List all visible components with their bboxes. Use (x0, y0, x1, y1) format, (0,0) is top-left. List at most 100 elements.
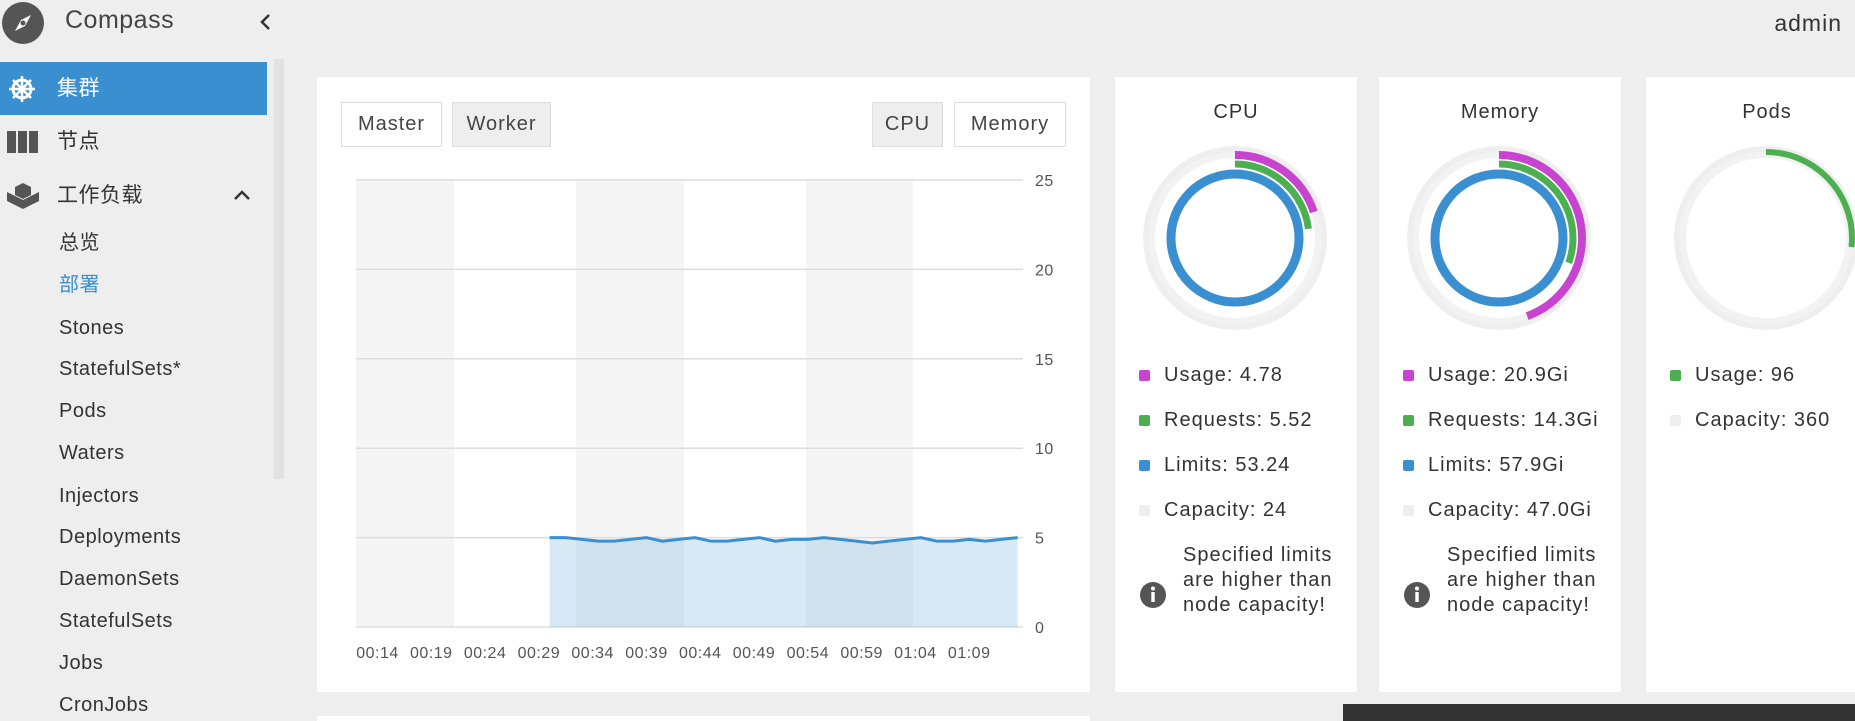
x-tick-label: 00:44 (679, 645, 722, 662)
x-tick-label: 00:49 (733, 645, 776, 662)
area (549, 537, 1018, 627)
x-tick-label: 00:19 (410, 645, 453, 662)
arc (1148, 151, 1322, 325)
legend-label: Capacity: 360 (1695, 409, 1831, 431)
info-icon (1140, 582, 1166, 608)
menu-label: 节点 (57, 130, 100, 153)
legend-item: Capacity: 360 (1670, 408, 1855, 433)
menu-item[interactable]: 集群 (0, 62, 267, 115)
arc (1677, 149, 1855, 327)
legend-label: Usage: 96 (1695, 364, 1796, 386)
legend-item: Limits: 57.9Gi (1403, 453, 1608, 478)
tab-button[interactable]: Worker (452, 102, 551, 147)
legend-swatch (1403, 415, 1414, 426)
collapse-button[interactable] (256, 12, 276, 32)
band (806, 180, 913, 627)
menu-item[interactable]: 工作负载 (0, 169, 267, 222)
legend: Usage: 4.78 Requests: 5.52 Limits: 53.24 Ca… (1139, 363, 1344, 618)
arc (1157, 160, 1313, 316)
legend-item: Requests: 5.52 (1139, 408, 1344, 433)
x-tick-label: 00:14 (356, 645, 399, 662)
brand: Compass (65, 6, 175, 34)
submenu-item[interactable]: CronJobs (59, 694, 149, 716)
submenu-item[interactable]: StatefulSets (59, 610, 173, 632)
card-title: Memory (1460, 101, 1540, 123)
legend-label: Requests: 14.3Gi (1428, 409, 1599, 431)
menu-label: 集群 (57, 77, 100, 100)
legend-swatch (1139, 505, 1150, 516)
icon-glyph (1415, 586, 1419, 591)
x-tick-label: 01:09 (948, 645, 991, 662)
logo (2, 2, 44, 44)
status-bar (1343, 704, 1855, 721)
legend-label: Capacity: 24 (1164, 499, 1288, 521)
submenu-item[interactable]: Deployments (59, 526, 182, 548)
legend-label: Limits: 53.24 (1164, 454, 1291, 476)
x-tick-label: 00:29 (518, 645, 561, 662)
tab-button[interactable]: Memory (954, 102, 1066, 147)
panel (317, 716, 1090, 721)
band (356, 180, 454, 627)
submenu-item[interactable]: 总览 (59, 232, 100, 254)
y-tick-label: 20 (1035, 262, 1054, 279)
donut (1674, 146, 1855, 330)
info-icon (1404, 582, 1430, 608)
icon (9, 76, 35, 102)
line-chart: 0 5 10 15 20 25 00:14 00:19 00:24 00:29 00:34 00:39… (356, 173, 1054, 662)
legend-item: Usage: 96 (1670, 363, 1855, 388)
card-title: Pods (1742, 101, 1792, 123)
metric-card: Pods Usage: 96 Capacity: 360 (1646, 77, 1855, 692)
tab-button[interactable]: CPU (872, 102, 943, 147)
legend-swatch (1139, 415, 1150, 426)
arc (1412, 151, 1586, 325)
legend-item: Usage: 4.78 (1139, 363, 1344, 388)
x-tick-label: 00:34 (571, 645, 614, 662)
legend-swatch (1403, 505, 1414, 516)
icon-glyph (1415, 592, 1419, 602)
warning: Specified limits are higher than node ca… (1139, 543, 1344, 618)
submenu-item[interactable]: Pods (59, 400, 107, 422)
line (549, 536, 1018, 545)
submenu-item[interactable]: Jobs (59, 652, 104, 674)
metric-card: Memory Usage: 20.9Gi Requests: 14.3Gi Limit… (1379, 77, 1621, 692)
submenu-item[interactable]: DaemonSets (59, 568, 180, 590)
icon-glyph (1151, 586, 1155, 591)
submenu-item[interactable]: Stones (59, 317, 125, 339)
warning: Specified limits are higher than node ca… (1403, 543, 1608, 618)
legend-label: Requests: 5.52 (1164, 409, 1313, 431)
legend-label: Limits: 57.9Gi (1428, 454, 1565, 476)
legend-item: Limits: 53.24 (1139, 453, 1344, 478)
legend-item: Requests: 14.3Gi (1403, 408, 1608, 433)
warning-text: Specified limits are higher than node ca… (1183, 544, 1333, 616)
x-tick-label: 00:59 (840, 645, 883, 662)
submenu-item[interactable]: Injectors (59, 485, 140, 507)
submenu-item[interactable]: StatefulSets* (59, 358, 182, 380)
legend-label: Usage: 4.78 (1164, 364, 1283, 386)
legend-swatch (1670, 370, 1681, 381)
expand-icon (234, 190, 250, 200)
capacity-ring (1407, 146, 1591, 330)
x-tick-label: 00:54 (787, 645, 830, 662)
y-tick-label: 10 (1035, 441, 1054, 458)
legend-swatch (1403, 370, 1414, 381)
legend-item: Capacity: 24 (1139, 498, 1344, 523)
x-tick-label: 00:39 (625, 645, 668, 662)
x-tick-label: 00:24 (464, 645, 507, 662)
y-tick-label: 25 (1035, 173, 1054, 190)
band (576, 180, 684, 627)
metric-card: CPU Usage: 4.78 Requests: 5.52 Limits: 53.2… (1115, 77, 1357, 692)
menu-item[interactable]: 节点 (0, 115, 267, 168)
submenu-item[interactable]: Waters (59, 442, 125, 464)
icon-glyph (1151, 592, 1155, 602)
legend-swatch (1139, 370, 1150, 381)
y-tick-label: 0 (1035, 620, 1044, 637)
legend: Usage: 96 Capacity: 360 (1670, 363, 1855, 453)
user-name[interactable]: admin (1774, 10, 1842, 36)
chart-panel: Master Worker CPU Memory 0 5 10 15 20 25 00:14… (317, 77, 1090, 692)
tab-button[interactable]: Master (341, 102, 442, 147)
arc (1421, 160, 1577, 316)
legend-swatch (1403, 460, 1414, 471)
sidebar: Compass 集群 节点 工作负载 总览部署 Stones StatefulSet… (0, 0, 292, 721)
submenu-item[interactable]: 部署 (59, 274, 100, 296)
